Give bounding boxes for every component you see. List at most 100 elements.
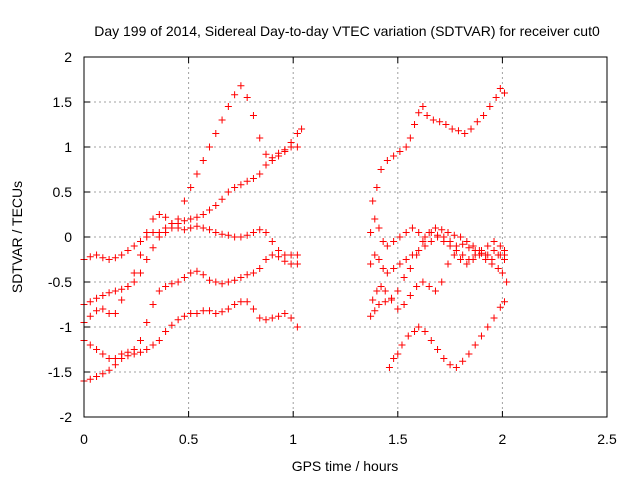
data-point <box>444 229 452 236</box>
data-point <box>450 251 458 259</box>
data-point <box>494 251 502 259</box>
data-point <box>268 238 276 245</box>
data-point <box>237 233 245 241</box>
data-point <box>469 242 477 250</box>
series-track-11 <box>367 224 508 320</box>
data-point <box>93 373 101 380</box>
data-point <box>149 229 157 236</box>
data-point <box>415 229 423 236</box>
data-point <box>249 305 257 313</box>
series-track-1 <box>80 82 306 263</box>
series-track-4 <box>80 251 301 362</box>
y-tick-label: 0.5 <box>53 184 73 200</box>
data-point <box>419 103 427 110</box>
data-point <box>400 274 408 281</box>
data-point <box>293 143 301 151</box>
series-track-9 <box>369 251 511 313</box>
data-point <box>155 211 163 218</box>
data-point <box>287 143 295 151</box>
data-point <box>86 253 94 261</box>
data-point <box>406 265 414 272</box>
data-point <box>373 287 381 295</box>
data-point <box>218 116 226 124</box>
data-point <box>293 323 301 331</box>
data-point <box>377 166 385 173</box>
data-point <box>193 267 201 275</box>
data-point <box>484 323 492 331</box>
data-point <box>427 238 435 245</box>
data-point <box>287 251 295 259</box>
data-point <box>367 260 375 268</box>
x-axis-label: GPS time / hours <box>292 458 399 474</box>
data-point <box>93 346 101 353</box>
series-track-5 <box>80 298 301 385</box>
data-point <box>500 298 508 306</box>
data-point <box>419 278 427 286</box>
data-point <box>187 215 195 223</box>
data-point <box>224 305 232 313</box>
data-point <box>381 287 389 295</box>
data-point <box>256 314 264 322</box>
data-point <box>425 229 433 236</box>
data-point <box>442 121 450 128</box>
data-point <box>243 298 251 306</box>
data-point <box>162 229 170 236</box>
data-point <box>262 150 270 158</box>
data-point <box>394 305 402 313</box>
data-point <box>459 240 467 248</box>
data-point <box>162 213 170 221</box>
data-point <box>452 247 460 254</box>
data-point <box>136 348 144 356</box>
data-point <box>379 238 387 245</box>
data-point <box>383 157 391 164</box>
data-point <box>494 265 502 272</box>
data-point <box>118 355 126 362</box>
series-track-2 <box>80 143 301 308</box>
series-track-3 <box>80 211 301 326</box>
data-point <box>136 337 144 344</box>
data-point <box>149 341 157 349</box>
data-point <box>130 278 138 286</box>
data-point <box>256 134 264 142</box>
data-point <box>93 307 101 315</box>
data-point <box>459 357 467 365</box>
data-point <box>461 130 469 137</box>
data-point <box>490 238 498 245</box>
data-point <box>143 346 151 353</box>
data-points <box>80 82 511 385</box>
data-point <box>440 238 448 245</box>
data-point <box>500 89 508 97</box>
data-point <box>86 375 94 383</box>
grid-lines <box>84 57 607 417</box>
data-point <box>231 276 239 284</box>
data-point <box>484 242 492 250</box>
data-point <box>396 148 404 155</box>
data-point <box>218 230 226 238</box>
y-axis-label: SDTVAR / TECUs <box>9 181 25 293</box>
data-point <box>421 233 429 241</box>
data-point <box>375 256 383 263</box>
data-point <box>93 251 101 259</box>
data-point <box>218 195 226 203</box>
data-point <box>105 289 113 297</box>
data-point <box>249 229 257 236</box>
data-point <box>124 352 132 360</box>
data-point <box>187 224 195 232</box>
data-point <box>155 337 163 344</box>
data-point <box>174 278 182 286</box>
data-point <box>385 364 393 371</box>
data-point <box>118 296 126 304</box>
data-point <box>281 257 289 265</box>
data-point <box>293 260 301 268</box>
data-point <box>459 251 467 259</box>
data-point <box>237 274 245 281</box>
data-point <box>180 274 188 281</box>
data-point <box>431 224 439 232</box>
data-point <box>390 152 398 160</box>
data-point <box>262 229 270 236</box>
data-point <box>406 134 414 142</box>
data-point <box>275 247 283 254</box>
data-point <box>415 247 423 254</box>
data-point <box>118 251 126 259</box>
